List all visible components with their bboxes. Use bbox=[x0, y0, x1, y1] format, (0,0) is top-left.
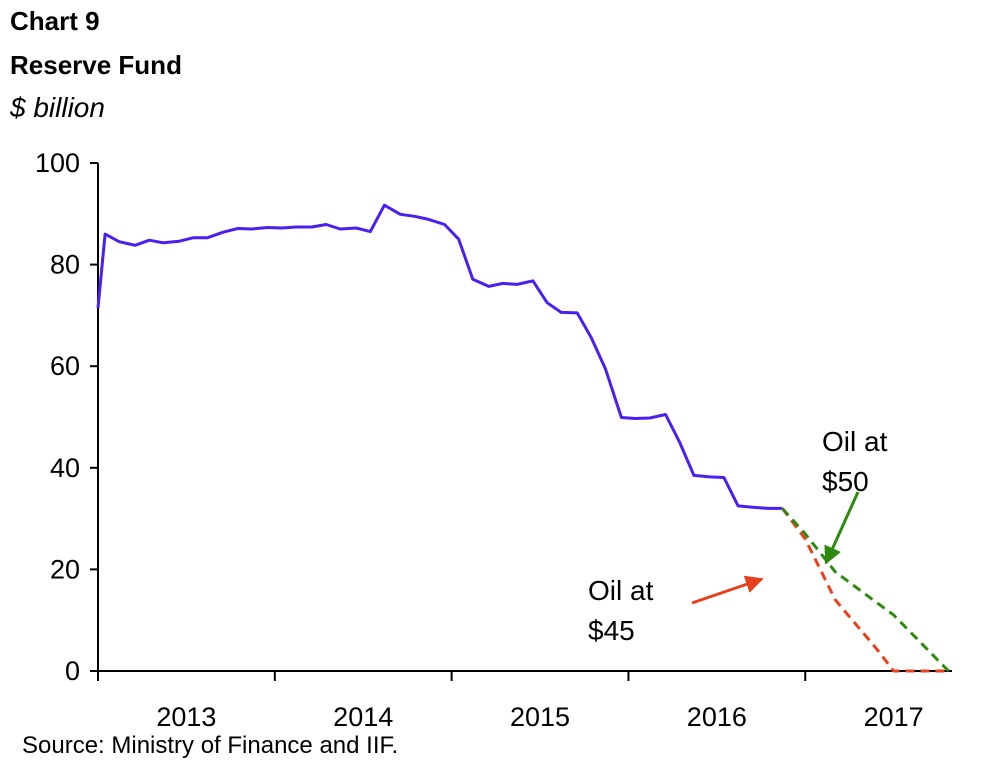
annotation-oil_45: Oil at $45 bbox=[588, 575, 654, 646]
x-tick-label-2016: 2016 bbox=[687, 702, 747, 732]
chart-number: Chart 9 bbox=[10, 6, 100, 36]
annotation-oil_50: Oil at $50 bbox=[822, 426, 888, 497]
x-tick-label-2017: 2017 bbox=[864, 702, 924, 732]
chart-title: Reserve Fund bbox=[10, 50, 182, 80]
y-tick-label-60: 60 bbox=[50, 351, 80, 381]
annotation-arrow-oil_50 bbox=[824, 491, 860, 565]
y-tick-label-100: 100 bbox=[35, 148, 80, 178]
series-group bbox=[96, 203, 950, 673]
annotation-oil_45-line-1: $45 bbox=[588, 615, 635, 646]
y-tick-label-80: 80 bbox=[50, 250, 80, 280]
series-line-actual bbox=[96, 203, 783, 510]
y-tick-label-40: 40 bbox=[50, 453, 80, 483]
y-tick-label-0: 0 bbox=[65, 656, 80, 686]
y-tick-label-20: 20 bbox=[50, 554, 80, 584]
x-tick-label-2014: 2014 bbox=[333, 702, 393, 732]
annotation-arrow-oil_45 bbox=[691, 575, 764, 605]
axes: 0 20 40 60 80 100 2013 2014 2015 2016 2017 bbox=[35, 148, 952, 732]
chart-units: $ billion bbox=[10, 92, 105, 123]
annotations: Oil at $50 Oil at $45 bbox=[588, 426, 888, 646]
series-line-oil_45 bbox=[781, 507, 949, 673]
annotation-oil_50-line-1: $50 bbox=[822, 466, 869, 497]
annotation-oil_45-line-0: Oil at bbox=[588, 575, 654, 606]
x-tick-label-2015: 2015 bbox=[510, 702, 570, 732]
series-line-oil_50 bbox=[781, 507, 950, 673]
annotation-oil_50-line-0: Oil at bbox=[822, 426, 888, 457]
x-tick-label-2013: 2013 bbox=[156, 702, 216, 732]
source-note: Source: Ministry of Finance and IIF. bbox=[22, 732, 399, 759]
